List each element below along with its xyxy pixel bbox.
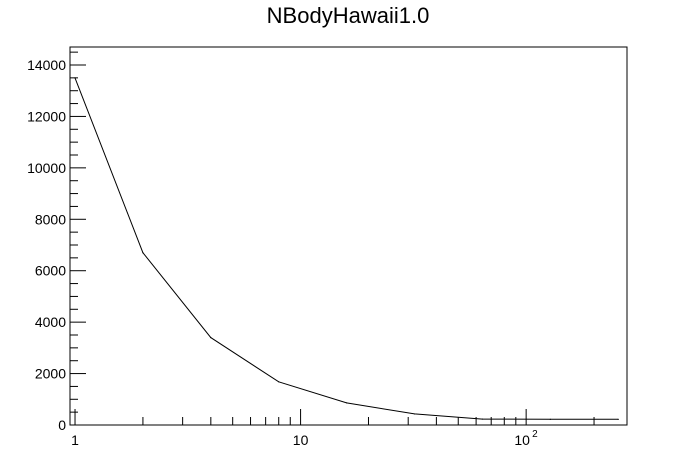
x-tick-label: 10	[293, 432, 309, 448]
data-point	[481, 418, 484, 420]
y-tick-label: 4000	[35, 314, 66, 330]
data-point	[74, 77, 76, 79]
data-point	[549, 418, 551, 420]
x-tick-label: 1	[71, 432, 79, 448]
data-point	[617, 418, 619, 420]
chart-title: NBodyHawaii1.0	[267, 3, 430, 28]
y-tick-label: 10000	[27, 160, 66, 176]
series-layer	[74, 77, 619, 420]
data-point	[210, 336, 212, 339]
x-tick-exponent: 2	[532, 429, 538, 440]
series-line	[74, 77, 619, 420]
y-tick-label: 8000	[35, 211, 66, 227]
y-tick-label: 2000	[35, 366, 66, 382]
y-tick-label: 0	[58, 417, 66, 433]
y-axis: 0 2000 4000 6000 8000 10000 12000 14000	[27, 51, 86, 433]
data-point	[413, 413, 416, 415]
y-tick-label: 6000	[35, 263, 66, 279]
y-tick-label: 14000	[27, 57, 66, 73]
data-point	[346, 402, 348, 404]
plot-frame	[69, 46, 628, 426]
data-point	[142, 252, 144, 254]
data-point	[278, 381, 280, 383]
x-tick-label: 10	[514, 432, 530, 448]
x-axis: 1 10 10 2	[71, 409, 595, 448]
y-tick-label: 12000	[27, 108, 66, 124]
